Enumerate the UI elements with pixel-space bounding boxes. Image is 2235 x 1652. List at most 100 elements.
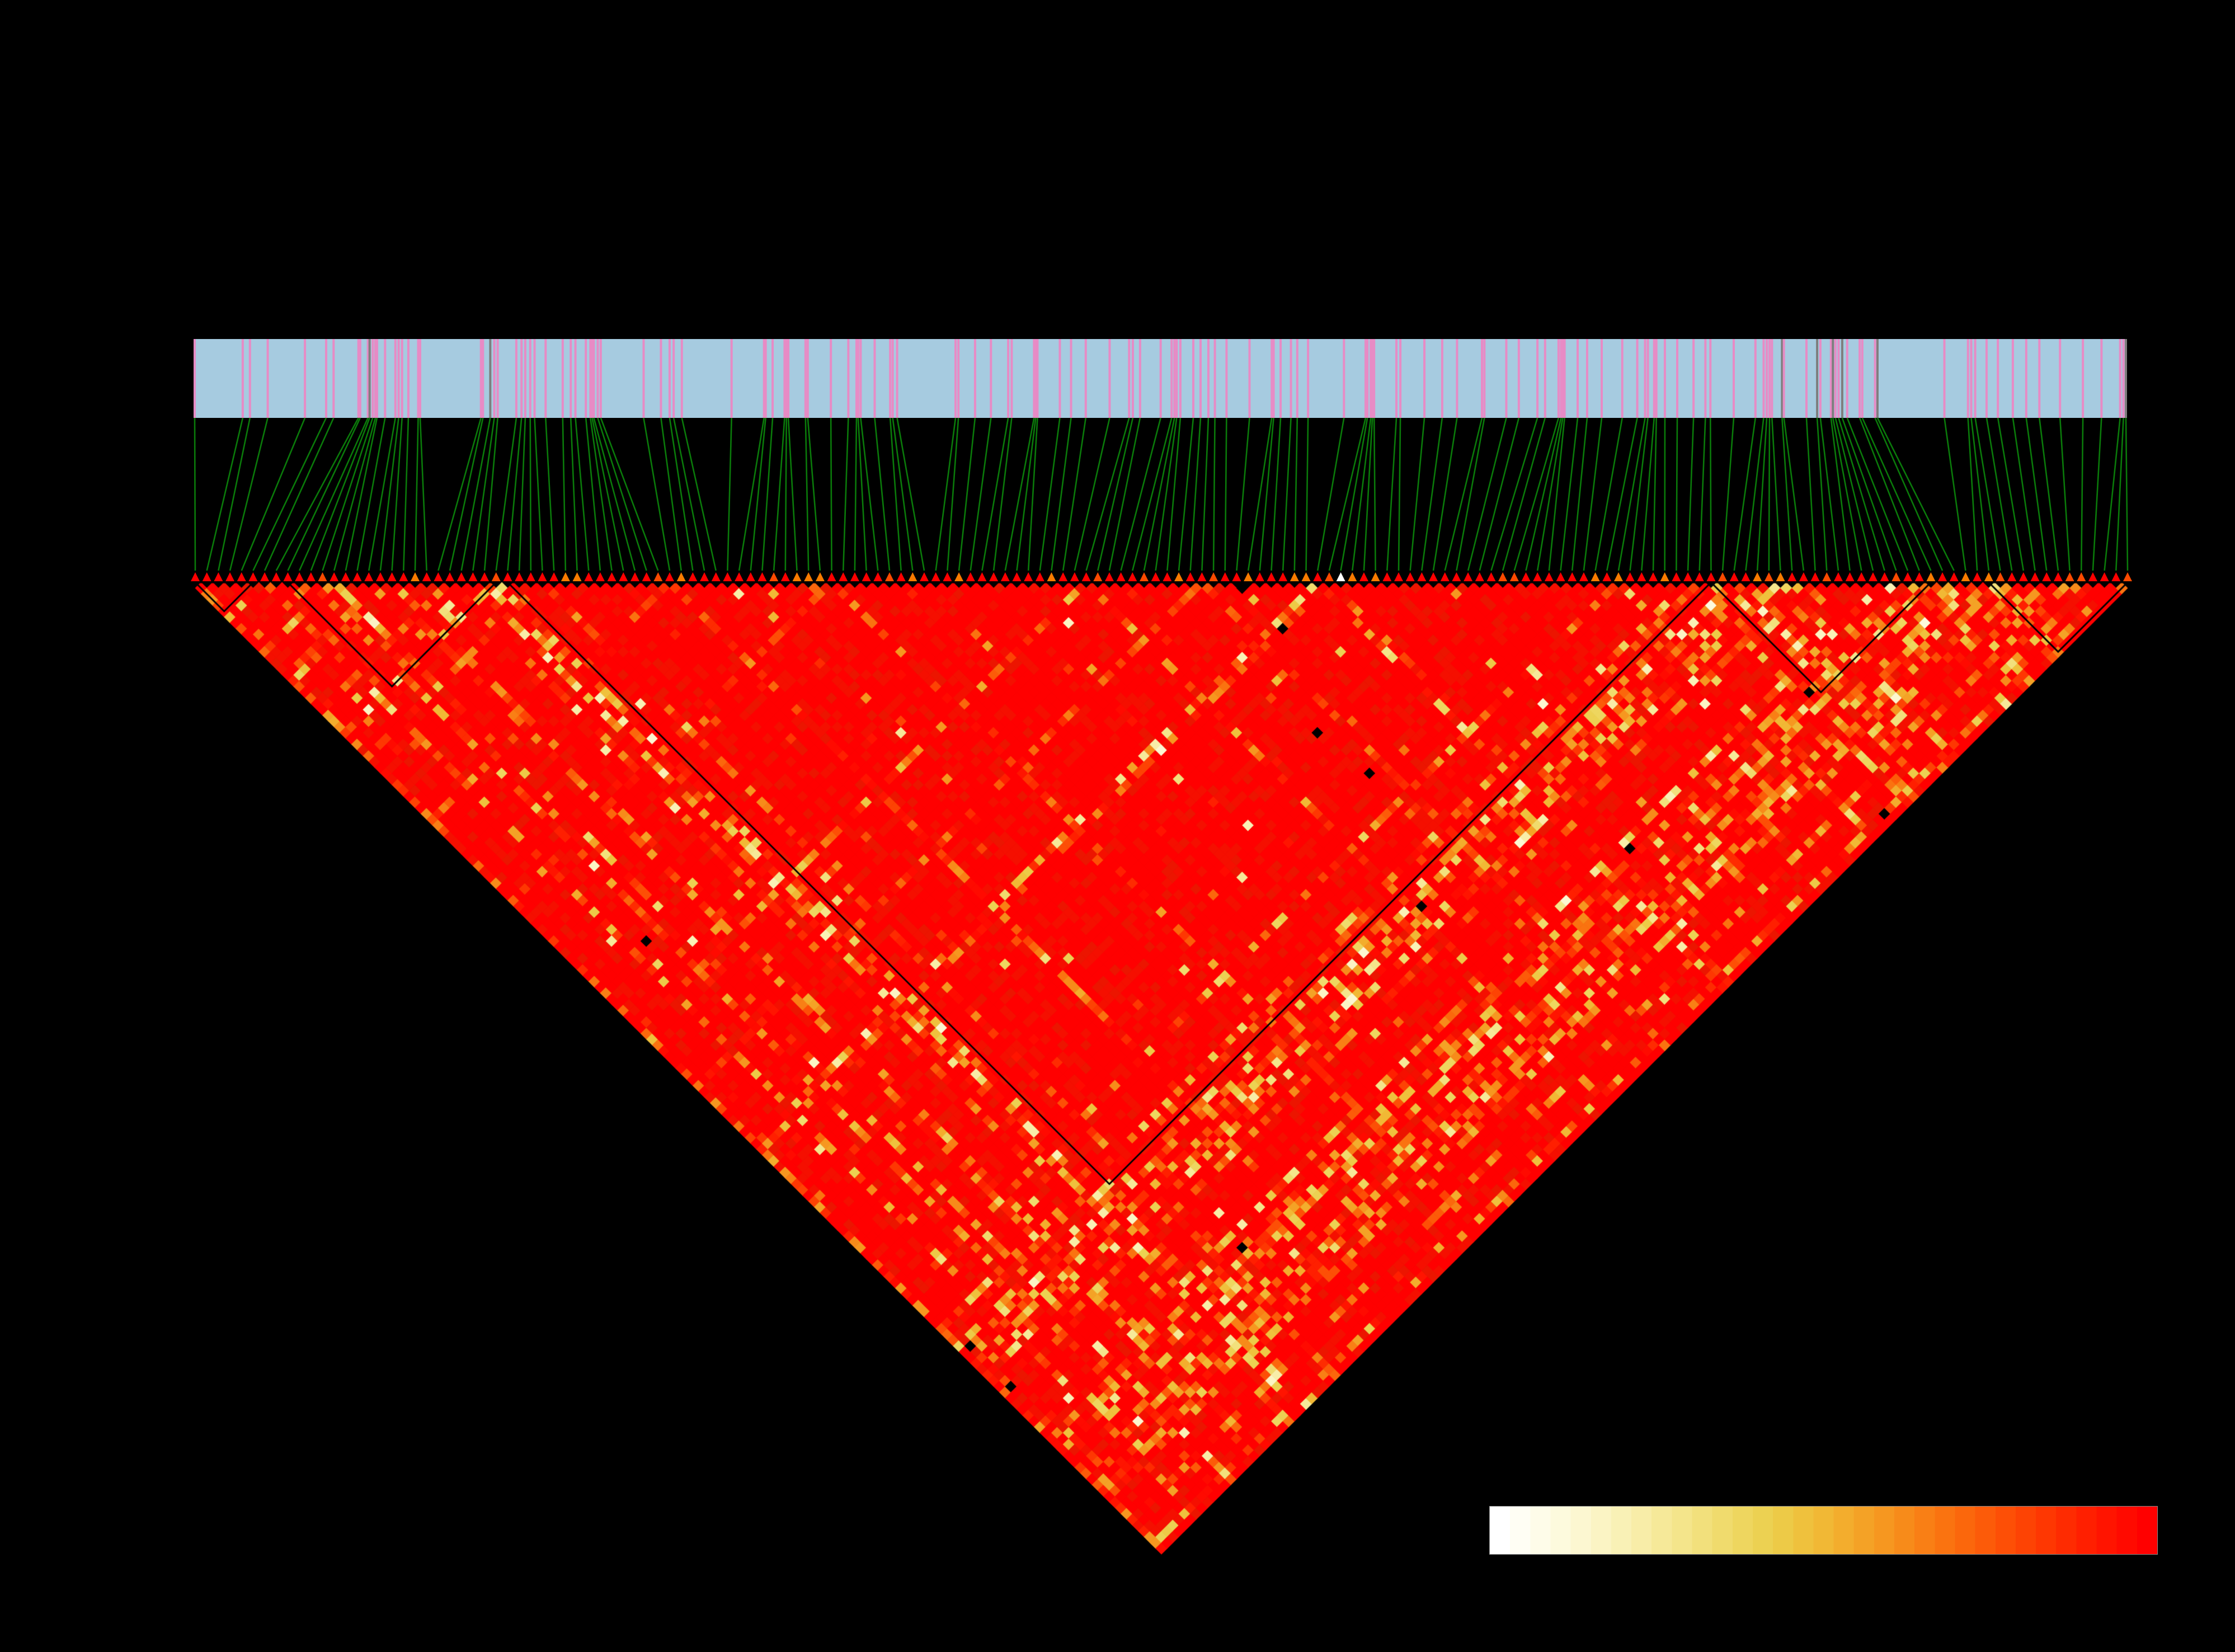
fan-line xyxy=(787,417,798,571)
fan-line xyxy=(391,417,403,571)
fan-line xyxy=(1178,417,1194,571)
fan-line xyxy=(935,417,957,571)
fan-line xyxy=(857,417,867,571)
fan-line xyxy=(1074,417,1111,571)
marker-triangle xyxy=(943,572,952,581)
fan-line xyxy=(402,417,410,571)
fan-line xyxy=(2012,417,2036,571)
fan-line xyxy=(1687,417,1695,571)
fan-line xyxy=(310,417,370,571)
marker-triangle xyxy=(1660,572,1669,581)
fan-line xyxy=(1652,417,1658,571)
fan-line xyxy=(1525,417,1562,571)
fan-line xyxy=(1606,417,1638,571)
marker-triangle xyxy=(2123,572,2132,581)
fan-line xyxy=(889,417,902,571)
marker-triangle xyxy=(1035,572,1044,581)
fan-line xyxy=(681,417,717,571)
marker-triangle xyxy=(1637,572,1646,581)
fan-line xyxy=(1997,417,2025,571)
marker-triangle xyxy=(1718,572,1728,581)
marker-triangle xyxy=(2100,572,2109,581)
marker-triangle xyxy=(364,572,374,581)
fan-line xyxy=(1166,417,1182,571)
marker-triangle xyxy=(1544,572,1554,581)
fan-line xyxy=(1328,417,1367,571)
fan-line xyxy=(1756,417,1768,571)
marker-triangle xyxy=(1973,572,1982,581)
marker-triangle xyxy=(1220,572,1230,581)
marker-triangle xyxy=(1926,572,1936,581)
marker-triangle xyxy=(538,572,547,581)
marker-triangle xyxy=(1903,572,1913,581)
fan-line xyxy=(2059,417,2071,571)
fan-line xyxy=(356,417,386,571)
marker-triangle xyxy=(2042,572,2052,581)
fan-line xyxy=(1841,417,1897,571)
marker-triangle xyxy=(410,572,420,581)
marker-triangle xyxy=(445,572,455,581)
fan-line xyxy=(804,417,810,571)
fan-line xyxy=(1502,417,1546,571)
marker-triangle xyxy=(225,572,235,581)
marker-triangle xyxy=(780,572,790,581)
fan-line xyxy=(591,417,624,571)
marker-triangle xyxy=(1961,572,1970,581)
fan-line xyxy=(1838,417,1885,571)
fan-line xyxy=(1846,417,1909,571)
fan-line xyxy=(947,417,959,571)
fan-line xyxy=(507,417,523,571)
fan-line xyxy=(593,417,636,571)
fan-line xyxy=(1861,417,1932,571)
fan-line xyxy=(1467,417,1507,571)
fan-line xyxy=(1974,417,2001,571)
marker-triangle xyxy=(572,572,582,581)
marker-triangle xyxy=(1278,572,1288,581)
marker-triangle xyxy=(1625,572,1635,581)
fan-line xyxy=(874,417,891,571)
marker-triangle xyxy=(1845,572,1855,581)
marker-triangle xyxy=(1521,572,1531,581)
fan-line xyxy=(1967,417,1978,571)
fan-line xyxy=(483,417,498,571)
genomic-position-bar xyxy=(194,339,2127,418)
fan-line xyxy=(379,417,399,571)
marker-triangle xyxy=(1093,572,1103,581)
fan-line xyxy=(345,417,378,571)
marker-triangle xyxy=(1185,572,1195,581)
fan-line xyxy=(1548,417,1565,571)
fan-line xyxy=(570,417,578,571)
fan-line xyxy=(1805,417,1816,571)
fan-line xyxy=(206,417,244,571)
fan-line xyxy=(1733,417,1757,571)
marker-triangle xyxy=(2053,572,2063,581)
fan-line xyxy=(1816,417,1828,571)
fan-line xyxy=(1340,417,1368,571)
fan-line xyxy=(842,417,849,571)
marker-triangle xyxy=(2007,572,2017,581)
marker-triangle xyxy=(1475,572,1484,581)
fan-line xyxy=(1444,417,1483,571)
fan-line xyxy=(460,417,491,571)
fan-line xyxy=(575,417,590,571)
marker-triangle xyxy=(827,572,836,581)
fan-line xyxy=(784,417,788,571)
marker-triangle xyxy=(1880,572,1889,581)
marker-triangle xyxy=(1244,572,1253,581)
fan-line xyxy=(1062,417,1087,571)
marker-triangle xyxy=(515,572,524,581)
fan-line xyxy=(218,417,251,571)
fan-line xyxy=(2039,417,2059,571)
marker-triangle xyxy=(271,572,281,581)
fan-line xyxy=(1876,417,1955,571)
marker-triangle xyxy=(1047,572,1056,581)
marker-triangle xyxy=(191,572,200,581)
marker-triangle xyxy=(757,572,767,581)
marker-triangle xyxy=(1058,572,1068,581)
fan-line xyxy=(1097,417,1134,571)
marker-triangle xyxy=(630,572,639,581)
fan-line xyxy=(2104,417,2121,571)
fan-line xyxy=(672,417,705,571)
